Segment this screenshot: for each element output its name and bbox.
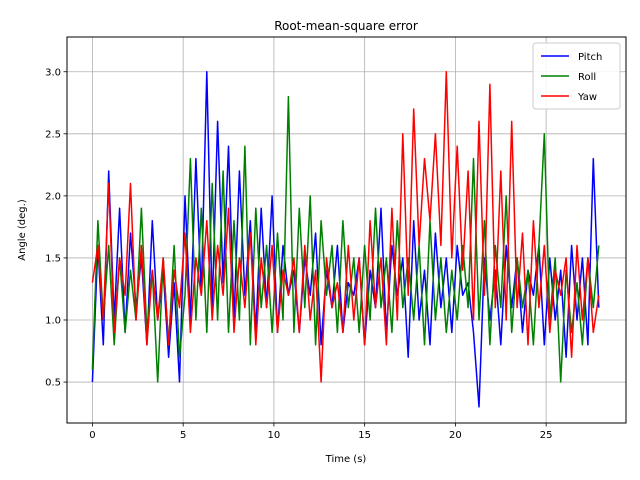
legend-box bbox=[532, 42, 621, 110]
y-axis-ticks: 0.5 1.0 1.5 2.0 2.5 3.0 bbox=[45, 67, 67, 389]
x-tick-label: 0 bbox=[89, 430, 95, 441]
series-line-yaw bbox=[91, 71, 600, 383]
x-axis-ticks: 0 5 10 15 20 25 bbox=[89, 423, 553, 441]
x-tick-label: 10 bbox=[268, 430, 281, 441]
plot-frame bbox=[66, 36, 627, 424]
legend-label-yaw: Yaw bbox=[577, 92, 597, 103]
x-axis-label: Time (s) bbox=[325, 454, 367, 465]
y-tick-label: 2.0 bbox=[45, 191, 61, 202]
y-tick-label: 3.0 bbox=[45, 67, 61, 78]
series-layer bbox=[91, 71, 600, 408]
series-line-roll bbox=[91, 95, 600, 383]
legend-label-roll: Roll bbox=[578, 72, 596, 83]
x-tick-label: 20 bbox=[449, 430, 462, 441]
y-tick-label: 0.5 bbox=[45, 378, 61, 389]
chart-title: Root-mean-square error bbox=[274, 19, 418, 33]
y-tick-label: 1.5 bbox=[45, 253, 61, 264]
y-tick-label: 1.0 bbox=[45, 315, 61, 326]
legend: Pitch Roll Yaw bbox=[532, 42, 621, 110]
y-axis-label: Angle (deg.) bbox=[17, 199, 28, 261]
series-line-pitch bbox=[91, 71, 600, 408]
x-tick-label: 15 bbox=[358, 430, 371, 441]
x-tick-label: 25 bbox=[540, 430, 553, 441]
y-tick-label: 2.5 bbox=[45, 129, 61, 140]
x-tick-label: 5 bbox=[180, 430, 186, 441]
legend-label-pitch: Pitch bbox=[578, 52, 602, 63]
